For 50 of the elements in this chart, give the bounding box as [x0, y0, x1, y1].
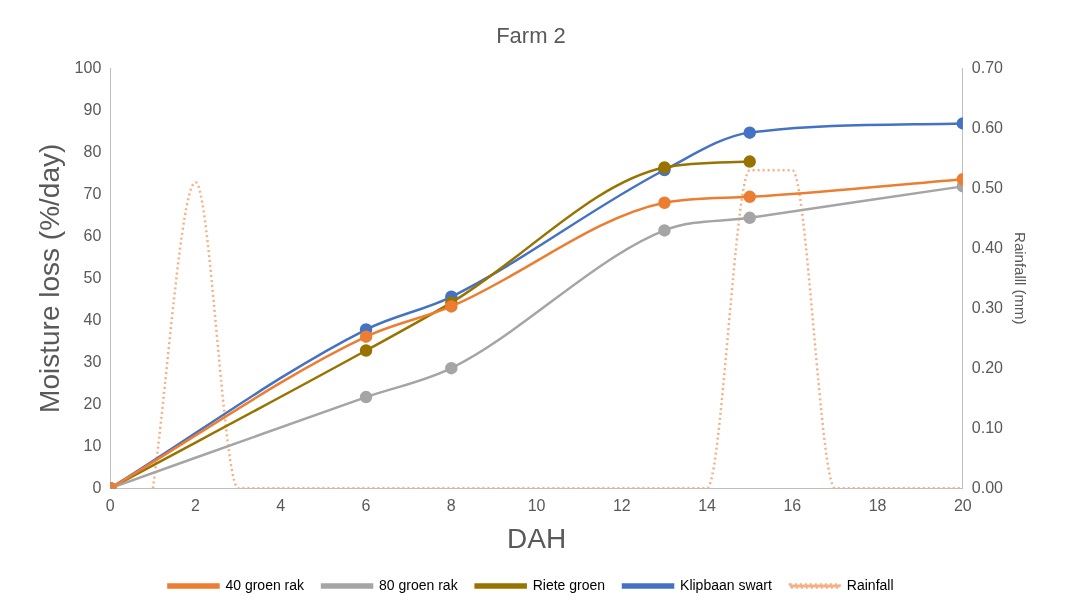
- y2-axis-title: Rainfalll (mm): [1011, 232, 1029, 325]
- x-tick-label: 12: [612, 497, 631, 515]
- y2-tick-label: 0.00: [971, 478, 1004, 496]
- y-tick-label: 30: [83, 352, 102, 370]
- point: [743, 211, 756, 225]
- legend-label: 40 groen rak: [225, 576, 306, 593]
- x-tick-label: 6: [361, 497, 371, 515]
- legend-label: 80 groen rak: [379, 576, 459, 593]
- point: [658, 224, 671, 237]
- y2-tick-label: 0.40: [971, 238, 1004, 256]
- x-tick-label: 16: [783, 497, 802, 515]
- point: [658, 196, 671, 209]
- y-tick-label: 50: [83, 268, 102, 286]
- y2-tick-label: 0.50: [971, 178, 1004, 196]
- y-tick-label: 20: [83, 394, 102, 412]
- y2-tick-label: 0.20: [971, 358, 1004, 376]
- point: [359, 344, 373, 357]
- x-tick-label: 4: [276, 497, 286, 515]
- y-tick-label: 10: [83, 436, 102, 454]
- y2-tick-label: 0.70: [971, 58, 1004, 76]
- y-tick-label: 60: [83, 226, 102, 244]
- y-tick-label: 0: [92, 478, 102, 496]
- point: [445, 300, 458, 313]
- y-tick-label: 90: [83, 100, 102, 118]
- point: [743, 126, 756, 139]
- y-tick-label: 70: [83, 184, 102, 202]
- x-tick-label: 20: [953, 497, 972, 515]
- y-tick-label: 80: [83, 142, 102, 160]
- point: [445, 361, 458, 375]
- x-tick-label: 18: [868, 497, 887, 515]
- x-tick-label: 8: [446, 497, 456, 515]
- x-tick-label: 14: [698, 497, 717, 515]
- y2-tick-label: 0.30: [971, 298, 1004, 316]
- x-axis-title: DAH: [507, 522, 567, 554]
- chart-title: Farm 2: [496, 23, 566, 49]
- point: [743, 190, 756, 204]
- y2-tick-label: 0.60: [971, 118, 1004, 136]
- legend-label: Riete groen: [532, 576, 606, 593]
- legend-label: Klipbaan swart: [680, 576, 772, 593]
- point: [359, 390, 373, 404]
- y2-tick-label: 0.10: [971, 418, 1004, 436]
- legend-label: Rainfall: [846, 576, 894, 593]
- point: [359, 330, 373, 343]
- x-tick-label: 0: [105, 497, 115, 515]
- point: [743, 155, 756, 168]
- y-tick-label: 100: [74, 58, 102, 76]
- y-tick-label: 40: [83, 310, 102, 328]
- y-axis-title: Moisture loss (%/day): [33, 143, 65, 413]
- x-tick-label: 2: [191, 497, 201, 515]
- x-tick-label: 10: [527, 497, 546, 515]
